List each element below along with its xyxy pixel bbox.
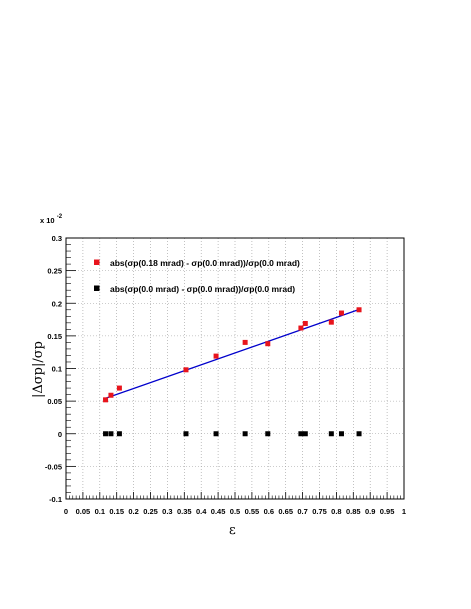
series-1-point: [183, 367, 189, 373]
x-tick-label: 0.75: [312, 507, 327, 516]
y-tick-label: 0.25: [47, 267, 62, 276]
series-2-point: [265, 431, 271, 437]
series-1-point: [265, 341, 271, 347]
series-1-point: [213, 353, 219, 359]
axis-ticks: 0 0.05 0.1 0.15 0.2 0.25 0.3 0.35 0.4 0.45 0.5 0.55…: [45, 234, 406, 516]
x-tick-label: 0.25: [143, 507, 158, 516]
series-1-point: [116, 385, 122, 391]
y-tick-label: 0.2: [52, 299, 62, 308]
series-1-point: [103, 397, 109, 403]
y-axis-title: |Δσp|/σp: [31, 341, 46, 398]
series-2-point: [356, 431, 362, 437]
x-tick-label: 0.45: [211, 507, 226, 516]
series-1-point: [108, 392, 114, 398]
x-tick-label: 0: [64, 507, 68, 516]
x-tick-label: 0.9: [365, 507, 375, 516]
series-2-point: [108, 431, 114, 437]
x-tick-label: 0.3: [162, 507, 172, 516]
x-tick-label: 0.55: [245, 507, 260, 516]
legend-entry-2: abs(σp(0.0 mrad) - σp(0.0 mrad))/σp(0.0 …: [110, 284, 295, 294]
x-tick-label: 0.8: [331, 507, 341, 516]
x-tick-label: 0.1: [95, 507, 105, 516]
x-tick-label: 0.15: [109, 507, 124, 516]
y-tick-label: 0: [58, 430, 62, 439]
y-axis-title-text: |Δσp|/σp: [31, 341, 46, 398]
y-tick-label: -0.05: [45, 462, 62, 471]
fit-line: [102, 308, 361, 400]
legend-marker-2: [94, 285, 100, 291]
series-2-point: [242, 431, 248, 437]
series-2-point: [183, 431, 189, 437]
x-tick-label: 0.65: [278, 507, 293, 516]
y-tick-label: 0.05: [47, 397, 62, 406]
series-2-point: [338, 431, 344, 437]
x-tick-label: 0.6: [264, 507, 274, 516]
series-1-point: [328, 319, 334, 325]
y-tick-label: -0.1: [49, 495, 62, 504]
y-tick-label: 0.15: [47, 332, 62, 341]
x-tick-label: 0.05: [76, 507, 91, 516]
series-2-point: [298, 431, 304, 437]
x-tick-label: 0.7: [297, 507, 307, 516]
x-tick-label: 0.85: [346, 507, 361, 516]
series-1-point: [242, 339, 248, 345]
fit-lines: [102, 308, 361, 400]
x-tick-label: 1: [402, 507, 406, 516]
x-tick-label: 0.95: [380, 507, 395, 516]
y-tick-label: 0.1: [52, 365, 62, 374]
series-1-point: [356, 307, 362, 313]
series-2-point: [103, 431, 109, 437]
exponent-value: -2: [57, 214, 63, 220]
legend-entry-1: abs(σp(0.18 mrad) - σp(0.0 mrad))/σp(0.0…: [110, 258, 300, 268]
y-tick-label: 0.3: [52, 234, 62, 243]
x-tick-label: 0.4: [196, 507, 207, 516]
series-2-point: [302, 431, 308, 437]
x-tick-label: 0.35: [177, 507, 192, 516]
series-1-point: [298, 325, 304, 331]
x-axis-title: ε: [229, 523, 236, 538]
series-2-point: [213, 431, 219, 437]
x-tick-label: 0.2: [128, 507, 138, 516]
data-markers: [103, 307, 362, 437]
exponent-label: x 10 -2: [40, 214, 63, 225]
series-2-point: [328, 431, 334, 437]
legend-marker-1: [94, 259, 100, 265]
grid: [66, 238, 404, 499]
series-1-point: [338, 310, 344, 316]
legend: abs(σp(0.18 mrad) - σp(0.0 mrad))/σp(0.0…: [94, 258, 300, 294]
x-tick-label: 0.5: [230, 507, 240, 516]
series-2-point: [116, 431, 122, 437]
series-1-point: [302, 320, 308, 326]
